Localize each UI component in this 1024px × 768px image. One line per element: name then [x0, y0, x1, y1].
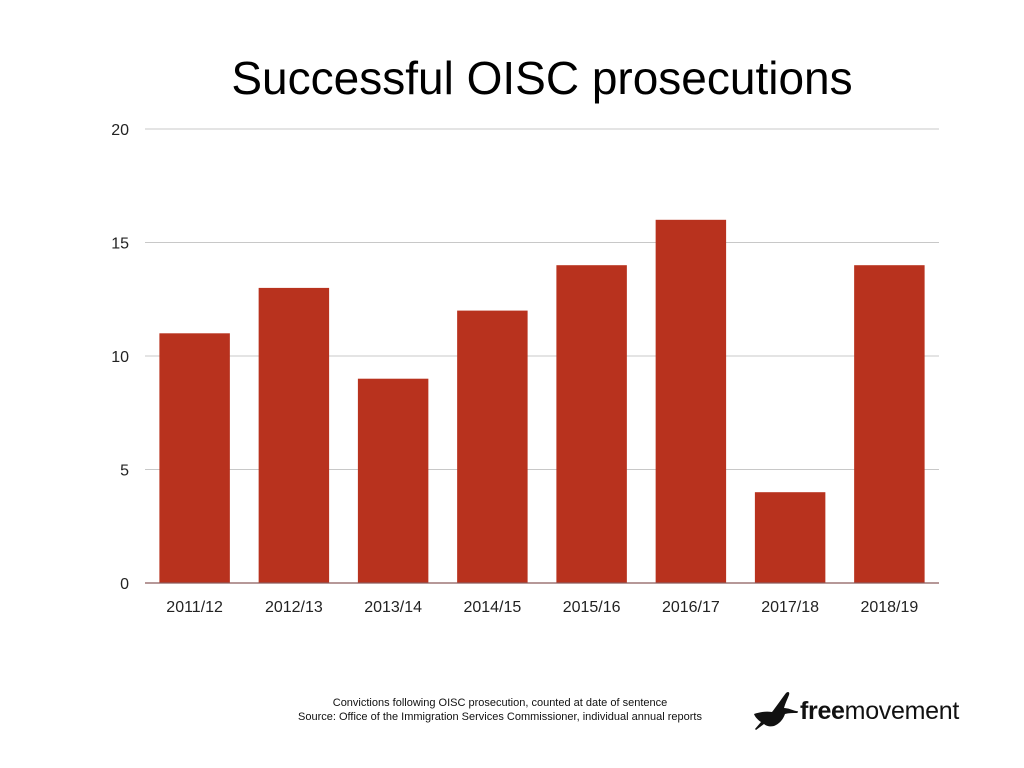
bar — [159, 333, 230, 583]
x-tick-label: 2012/13 — [265, 599, 323, 616]
bar — [655, 219, 727, 584]
logo-wordmark: freemovement — [800, 696, 959, 726]
x-tick-label: 2017/18 — [761, 599, 819, 616]
x-tick-label: 2013/14 — [364, 599, 422, 616]
y-tick-label: 5 — [120, 463, 129, 480]
bars — [159, 219, 925, 584]
x-tick-label: 2011/12 — [166, 599, 223, 616]
x-tick-label: 2018/19 — [860, 599, 918, 616]
x-tick-label: 2016/17 — [662, 599, 720, 616]
y-tick-label: 20 — [111, 122, 129, 139]
y-tick-label: 10 — [111, 349, 129, 366]
bar — [754, 492, 826, 583]
logo-wordmark-regular: movement — [844, 697, 960, 725]
bar — [457, 310, 528, 583]
footnote-description: Convictions following OISC prosecution, … — [332, 697, 668, 709]
bar — [854, 265, 925, 583]
y-tick-label: 0 — [120, 576, 129, 593]
bar — [258, 287, 330, 583]
chart-footnote: Convictions following OISC prosecution, … — [240, 696, 760, 724]
y-tick-label: 15 — [111, 236, 129, 253]
chart-title: Successful OISC prosecutions — [231, 52, 853, 104]
x-tick-label: 2014/15 — [463, 599, 521, 616]
x-tick-label: 2015/16 — [563, 599, 621, 616]
y-axis-ticks: 0 5 10 15 20 — [111, 122, 129, 593]
heron-bird-icon — [754, 691, 799, 730]
freemovement-logo: freemovement — [752, 690, 982, 734]
x-axis-ticks: 2011/12 2012/13 2013/14 2014/15 2015/16 2016/… — [166, 599, 918, 616]
footnote-source: Source: Office of the Immigration Servic… — [298, 711, 702, 723]
bar — [357, 378, 429, 583]
logo-wordmark-bold: free — [800, 697, 845, 725]
bar — [556, 265, 627, 583]
